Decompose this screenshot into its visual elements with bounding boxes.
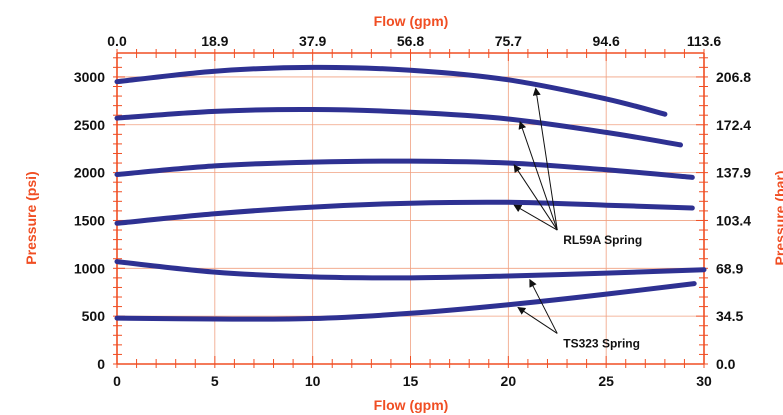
x-tick-label: 0 bbox=[113, 373, 121, 389]
x2-tick-label: 113.6 bbox=[687, 33, 721, 49]
x-tick-label: 15 bbox=[403, 373, 419, 389]
x2-tick-label: 94.6 bbox=[593, 33, 620, 49]
y2-tick-label: 206.8 bbox=[716, 69, 751, 85]
annotation-layer: RL59A Spring TS323 Spring bbox=[513, 87, 642, 350]
annotation-label-2: TS323 Spring bbox=[563, 336, 640, 350]
x-tick-label: 5 bbox=[211, 373, 219, 389]
axes bbox=[113, 49, 708, 368]
y2-tick-label: 68.9 bbox=[716, 260, 743, 276]
top-axis-title: Flow (gpm) bbox=[374, 13, 449, 29]
y2-tick-label: 103.4 bbox=[716, 212, 751, 228]
series-line-1 bbox=[114, 64, 668, 117]
y-tick-label: 0 bbox=[97, 356, 105, 372]
y-tick-label: 2000 bbox=[74, 165, 105, 181]
x2-tick-label: 0.0 bbox=[107, 33, 127, 49]
y2-tick-label: 172.4 bbox=[716, 117, 751, 133]
series-line-2 bbox=[114, 106, 683, 148]
grid bbox=[117, 53, 704, 364]
y-tick-label: 1000 bbox=[74, 260, 105, 276]
series-line-4 bbox=[114, 199, 695, 226]
annotation-arrow bbox=[532, 87, 558, 231]
y-tick-label: 3000 bbox=[74, 69, 105, 85]
y-axis-title: Pressure (psi) bbox=[23, 171, 39, 264]
y2-axis-title: Pressure (bar) bbox=[772, 171, 783, 266]
x-tick-label: 10 bbox=[305, 373, 321, 389]
series-line-3 bbox=[114, 158, 695, 180]
x-tick-label: 30 bbox=[696, 373, 712, 389]
annotation-arrow bbox=[529, 278, 558, 334]
x2-tick-label: 75.7 bbox=[495, 33, 522, 49]
annotation-arrow bbox=[517, 306, 558, 334]
y2-tick-label: 137.9 bbox=[716, 165, 751, 181]
annotation-arrow bbox=[513, 164, 558, 231]
y-tick-label: 500 bbox=[82, 308, 106, 324]
x-tick-label: 25 bbox=[598, 373, 614, 389]
y2-tick-label: 34.5 bbox=[716, 308, 743, 324]
annotation-arrow bbox=[518, 120, 558, 231]
x2-tick-label: 37.9 bbox=[299, 33, 326, 49]
y-tick-label: 1500 bbox=[74, 212, 105, 228]
series-layer bbox=[114, 64, 707, 322]
x2-tick-label: 56.8 bbox=[397, 33, 424, 49]
series-line-6 bbox=[114, 281, 697, 322]
annotation-arrow bbox=[513, 204, 558, 231]
x-tick-label: 20 bbox=[501, 373, 517, 389]
y-tick-label: 2500 bbox=[74, 117, 105, 133]
x2-tick-label: 18.9 bbox=[201, 33, 228, 49]
y2-tick-label: 0.0 bbox=[716, 356, 736, 372]
x-axis-title: Flow (gpm) bbox=[374, 397, 449, 413]
series-line-5 bbox=[114, 259, 707, 281]
tick-labels: 0 5 10 15 20 25 300.0 18.9 37.9 56.8 75.7 94.6 113.6… bbox=[74, 33, 751, 389]
annotation-label-1: RL59A Spring bbox=[563, 233, 642, 247]
